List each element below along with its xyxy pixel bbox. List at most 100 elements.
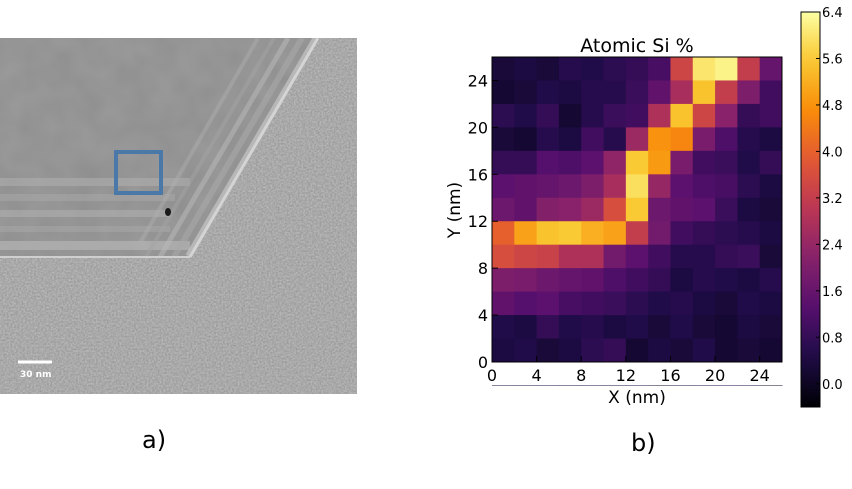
heatmap-cell xyxy=(670,127,694,152)
colorbar-tick-label: 3.2 xyxy=(822,192,843,207)
heatmap-cell xyxy=(603,197,627,222)
heatmap-cell xyxy=(625,57,649,81)
heatmap-cell xyxy=(536,221,560,246)
heatmap-cell xyxy=(603,244,627,269)
heatmap-cell xyxy=(759,57,783,81)
heatmap-cell xyxy=(692,385,716,386)
heatmap-cell xyxy=(558,244,582,269)
colorbar-tick-label: 5.6 xyxy=(822,52,843,67)
heatmap-cell xyxy=(558,174,582,199)
heatmap-cell xyxy=(514,127,538,152)
heatmap-cell xyxy=(492,80,515,105)
heatmap-cell xyxy=(625,268,649,293)
heatmap-cell xyxy=(648,221,671,246)
heatmap-cell xyxy=(692,221,716,246)
heatmap-cell xyxy=(514,103,538,128)
heatmap-cell xyxy=(625,127,649,152)
heatmap-cell xyxy=(759,127,783,152)
heatmap-cell xyxy=(648,385,671,386)
heatmap-cell xyxy=(625,103,649,128)
heatmap-cell xyxy=(514,244,538,269)
y-tick-label: 16 xyxy=(468,165,488,184)
heatmap-cell xyxy=(558,385,582,386)
heatmap-cell xyxy=(558,291,582,316)
heatmap-cell xyxy=(715,268,738,293)
heatmap-cell xyxy=(536,385,560,386)
heatmap-cell xyxy=(581,244,605,269)
heatmap-cell xyxy=(737,127,761,152)
x-tick-label: 16 xyxy=(660,366,680,385)
colorbar-tick-label: 4.8 xyxy=(822,99,843,114)
heatmap-cell xyxy=(514,197,538,222)
y-tick-label: 20 xyxy=(468,118,488,137)
heatmap-cell xyxy=(670,385,694,386)
heatmap-cell xyxy=(759,174,783,199)
heatmap-cell xyxy=(670,291,694,316)
defect-spot xyxy=(165,208,171,216)
heatmap-cell xyxy=(670,103,694,128)
colorbar-tick-label: 2.4 xyxy=(822,238,843,253)
heatmap-cell xyxy=(759,150,783,175)
heatmap-cell xyxy=(514,150,538,175)
heatmap-cell xyxy=(536,315,560,340)
heatmap-cell xyxy=(603,127,627,152)
heatmap-cell xyxy=(492,268,515,293)
heatmap-cell xyxy=(558,221,582,246)
heatmap-cell xyxy=(715,385,738,386)
heatmap-cell xyxy=(536,150,560,175)
panel-a-label: a) xyxy=(142,426,167,454)
heatmap-cell xyxy=(581,268,605,293)
heatmap-cell xyxy=(715,80,738,105)
x-tick-label: 24 xyxy=(750,366,770,385)
heatmap-cell xyxy=(581,57,605,81)
heatmap-cell xyxy=(536,103,560,128)
y-tick-label: 12 xyxy=(468,212,488,231)
x-tick-label: 8 xyxy=(576,366,586,385)
heatmap-cell xyxy=(581,197,605,222)
heatmap-cell xyxy=(670,315,694,340)
heatmap-cell xyxy=(692,150,716,175)
heatmap-cell xyxy=(715,244,738,269)
heatmap-cell xyxy=(514,315,538,340)
heatmap-cell xyxy=(514,221,538,246)
heatmap-cell xyxy=(648,127,671,152)
heatmap-cell xyxy=(514,291,538,316)
heatmap-cell xyxy=(581,150,605,175)
heatmap-cell xyxy=(536,268,560,293)
heatmap-cell xyxy=(715,338,738,363)
heatmap-cell xyxy=(692,315,716,340)
heatmap-cell xyxy=(715,291,738,316)
heatmap-cell xyxy=(492,338,515,363)
heatmap-cell xyxy=(536,174,560,199)
heatmap-cell xyxy=(648,338,671,363)
tem-micrograph: 30 nm xyxy=(0,38,357,394)
heatmap-cell xyxy=(670,221,694,246)
heatmap-cell xyxy=(558,57,582,81)
heatmap-cell xyxy=(670,174,694,199)
heatmap-cell xyxy=(581,174,605,199)
heatmap-cell xyxy=(492,103,515,128)
heatmap-cell xyxy=(670,338,694,363)
y-tick-label: 8 xyxy=(478,259,488,278)
heatmap-cell xyxy=(737,57,761,81)
y-tick-label: 24 xyxy=(468,71,488,90)
heatmap-cells xyxy=(492,57,805,386)
heatmap-cell xyxy=(670,244,694,269)
heatmap-cell xyxy=(581,315,605,340)
heatmap-cell xyxy=(581,338,605,363)
micrograph-svg: 30 nm xyxy=(0,38,357,394)
heatmap-cell xyxy=(715,103,738,128)
heatmap-cell xyxy=(782,385,783,386)
x-tick-label: 0 xyxy=(487,366,497,385)
heatmap-cell xyxy=(603,315,627,340)
heatmap-cell xyxy=(759,291,783,316)
heatmap-cell xyxy=(737,174,761,199)
heatmap-cell xyxy=(759,103,783,128)
heatmap-cell xyxy=(603,103,627,128)
heatmap-cell xyxy=(759,197,783,222)
heatmap-cell xyxy=(625,150,649,175)
heatmap-cell xyxy=(692,244,716,269)
heatmap-cell xyxy=(715,150,738,175)
heatmap-cell xyxy=(581,103,605,128)
